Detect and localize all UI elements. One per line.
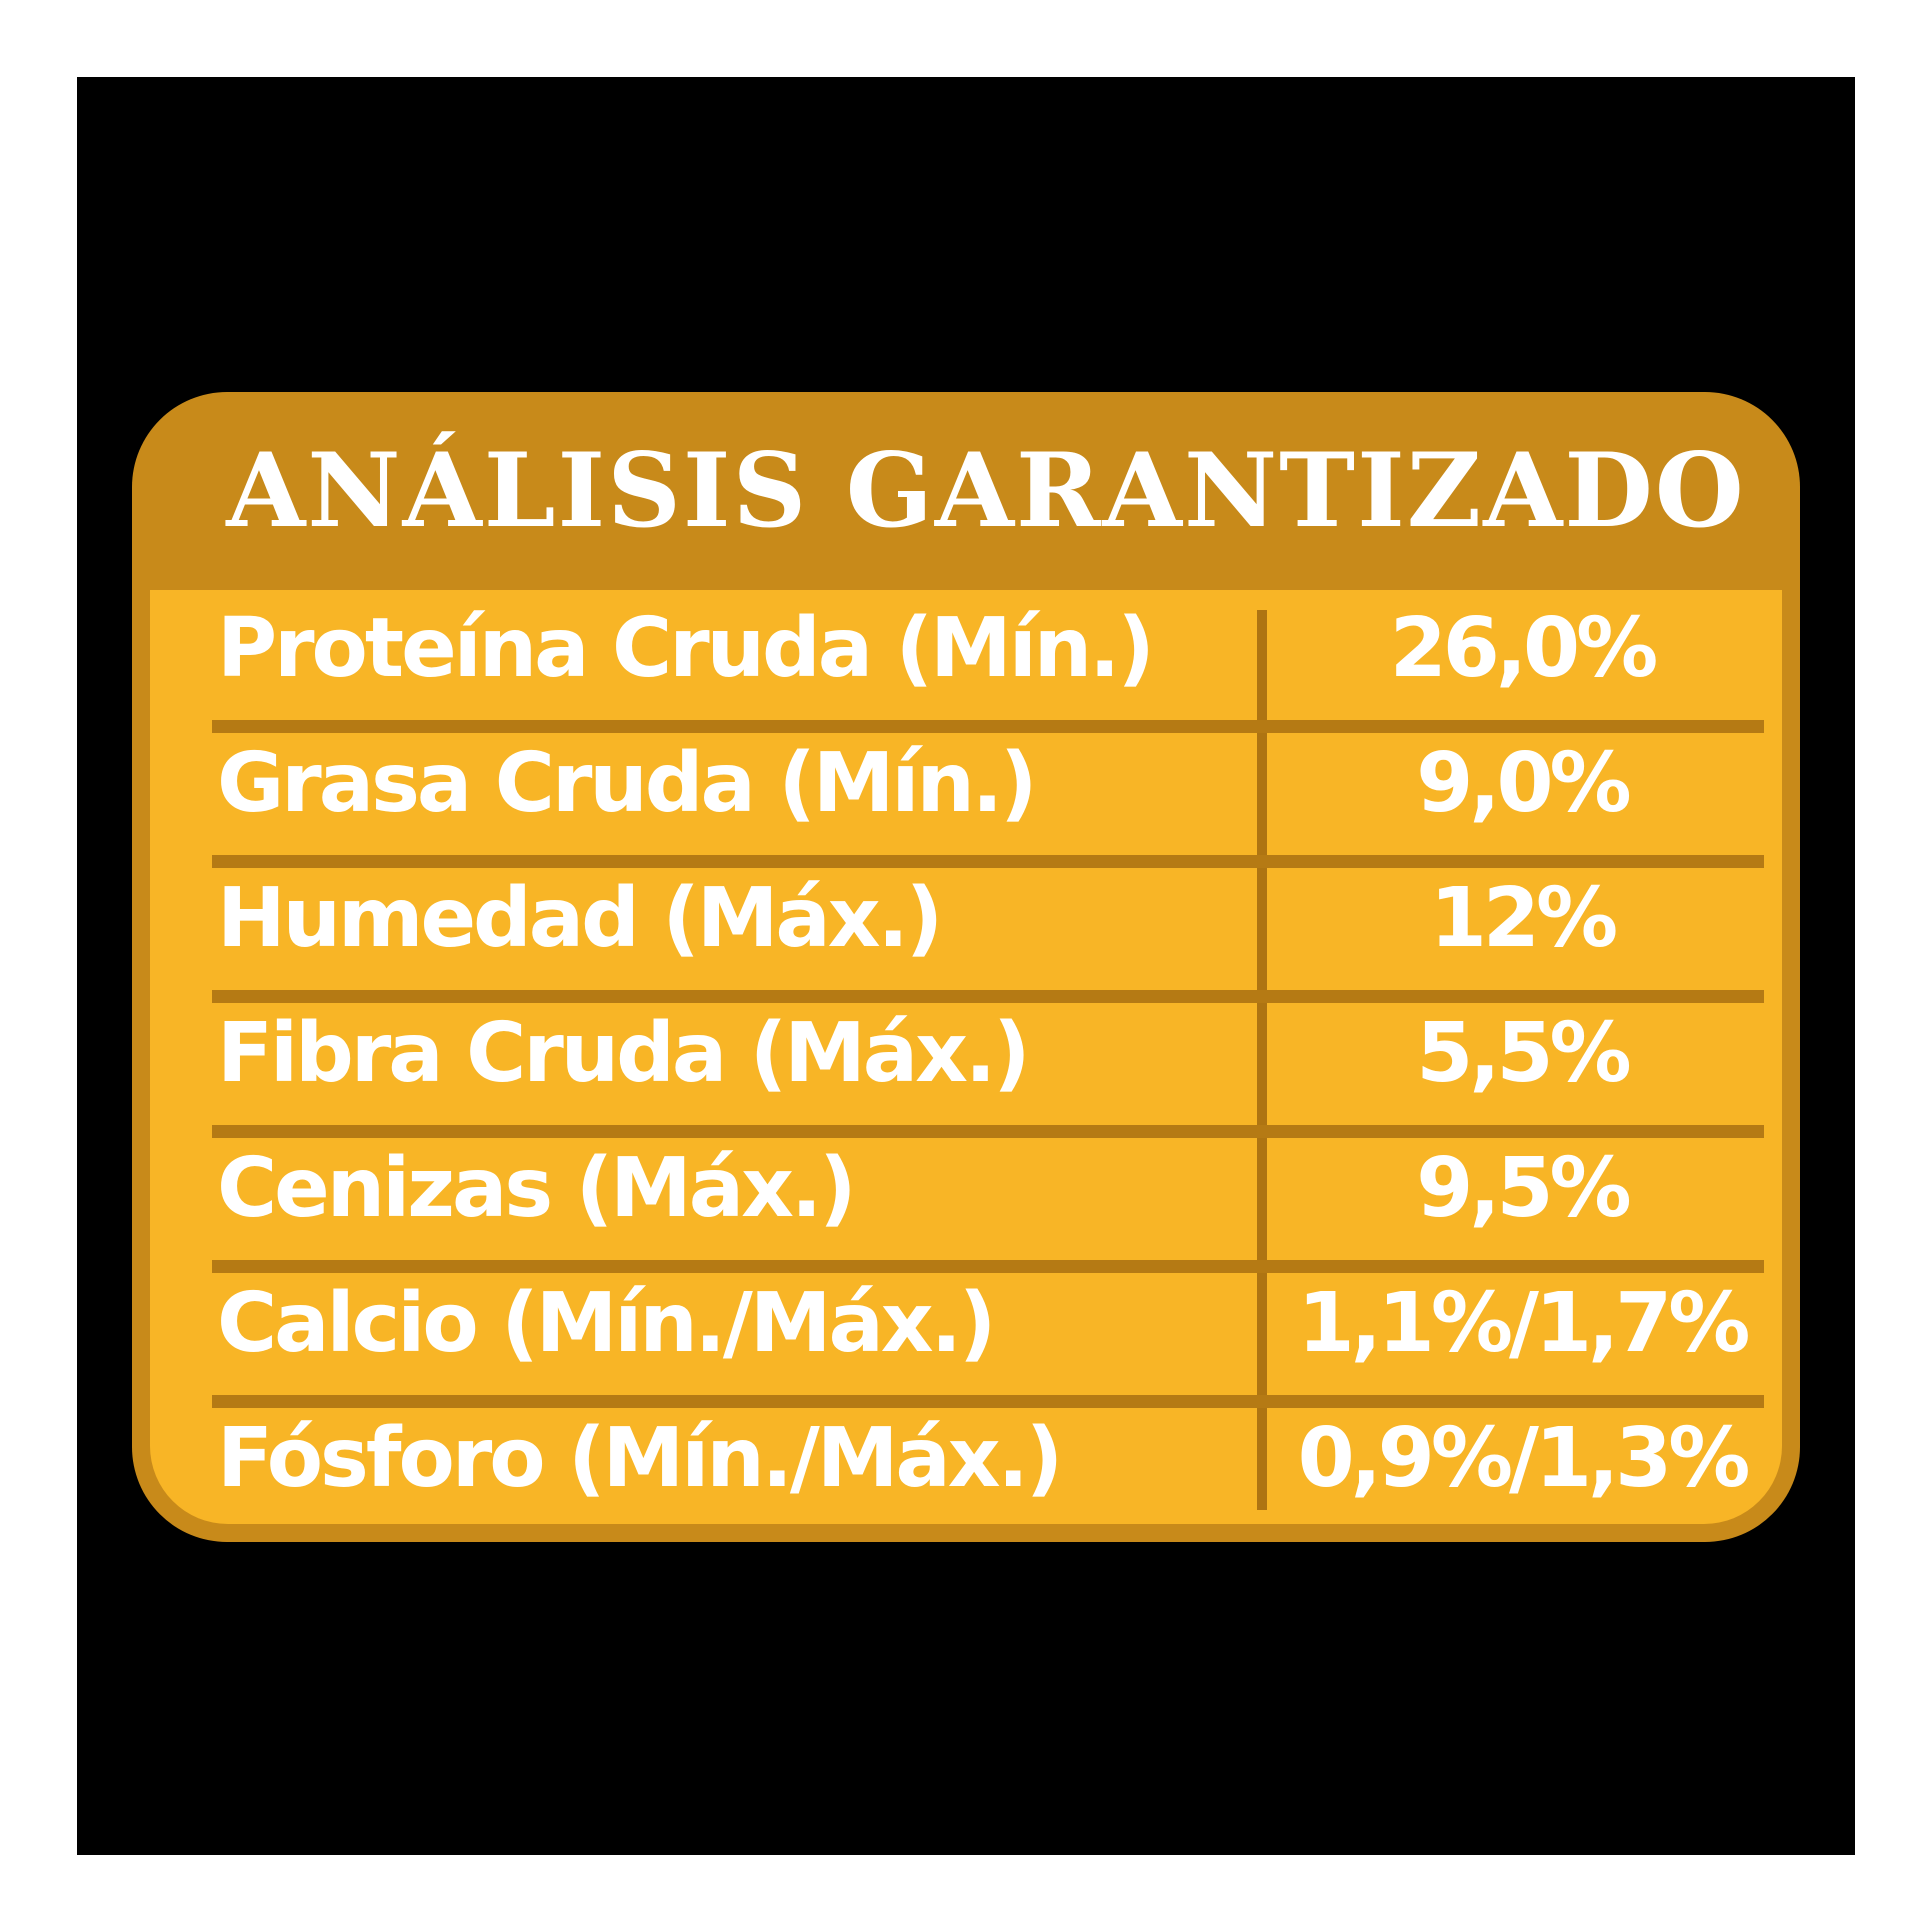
nutrient-label: Fósforo (Mín./Máx.): [217, 1411, 1063, 1506]
nutrient-value: 1,1%/1,7%: [1297, 1276, 1751, 1371]
nutrient-value: 9,0%: [1416, 736, 1631, 831]
table-row: Calcio (Mín./Máx.) 1,1%/1,7%: [150, 1265, 1782, 1408]
nutrition-card: ANÁLISIS GARANTIZADO Proteína Cruda (Mín…: [132, 392, 1800, 1542]
table-row: Grasa Cruda (Mín.) 9,0%: [150, 725, 1782, 868]
nutrient-value: 26,0%: [1389, 601, 1658, 696]
table-row: Cenizas (Máx.) 9,5%: [150, 1130, 1782, 1273]
analysis-table: Proteína Cruda (Mín.) 26,0% Grasa Cruda …: [150, 590, 1782, 1524]
nutrient-label: Fibra Cruda (Máx.): [217, 1006, 1031, 1101]
nutrient-label: Calcio (Mín./Máx.): [217, 1276, 996, 1371]
nutrient-value: 9,5%: [1416, 1141, 1631, 1236]
nutrient-value: 5,5%: [1416, 1006, 1631, 1101]
row-divider: [212, 855, 1764, 868]
column-divider: [1257, 610, 1267, 1510]
card-title: ANÁLISIS GARANTIZADO: [226, 431, 1746, 551]
table-row: Humedad (Máx.) 12%: [150, 860, 1782, 1003]
nutrient-label: Cenizas (Máx.): [217, 1141, 857, 1236]
row-divider: [212, 990, 1764, 1003]
table-row: Fósforo (Mín./Máx.) 0,9%/1,3%: [150, 1400, 1782, 1520]
row-divider: [212, 1125, 1764, 1138]
row-divider: [212, 1395, 1764, 1408]
nutrient-value: 12%: [1429, 871, 1618, 966]
row-divider: [212, 720, 1764, 733]
table-row: Proteína Cruda (Mín.) 26,0%: [150, 590, 1782, 733]
nutrient-label: Humedad (Máx.): [217, 871, 943, 966]
row-divider: [212, 1260, 1764, 1273]
nutrient-label: Proteína Cruda (Mín.): [217, 601, 1155, 696]
nutrient-value: 0,9%/1,3%: [1297, 1411, 1751, 1506]
nutrient-label: Grasa Cruda (Mín.): [217, 736, 1038, 831]
table-row: Fibra Cruda (Máx.) 5,5%: [150, 995, 1782, 1138]
